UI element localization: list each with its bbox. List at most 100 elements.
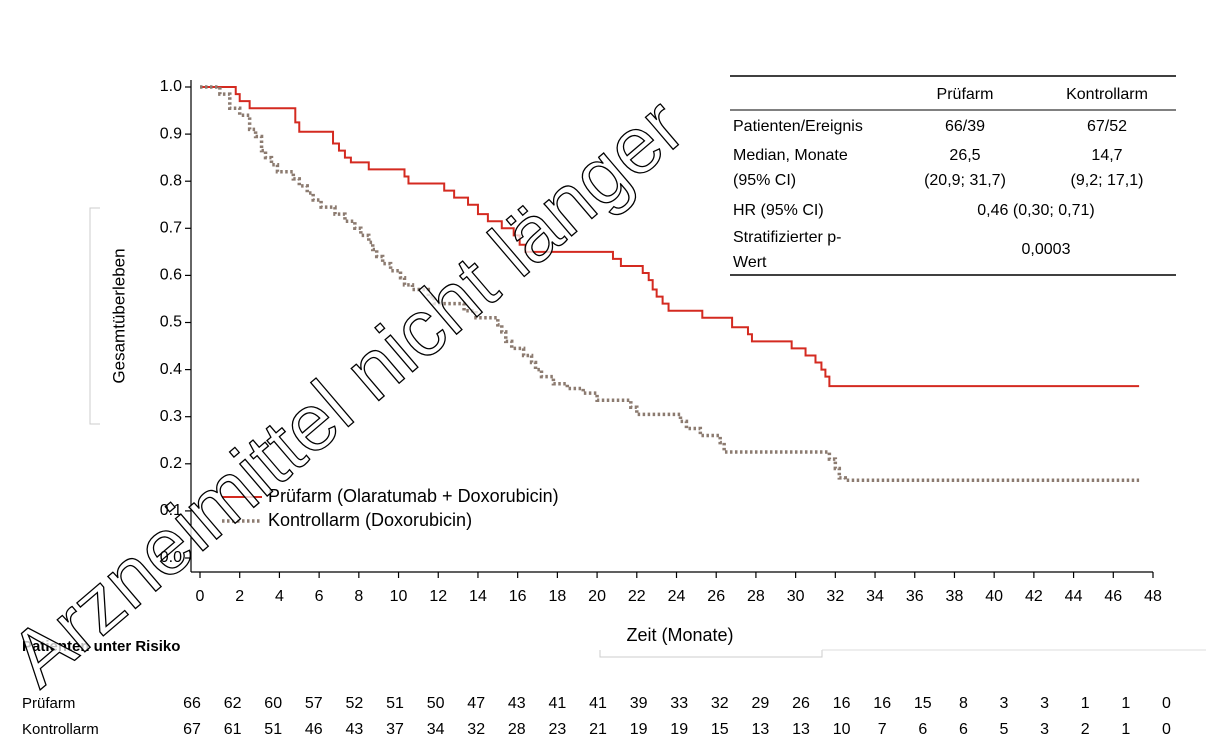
risk-value: 15 [711, 721, 729, 738]
risk-value: 6 [918, 721, 927, 738]
risk-value: 66 [183, 695, 201, 712]
x-tick-label: 16 [509, 588, 527, 605]
risk-value: 15 [914, 695, 932, 712]
y-tick-label: 0.2 [160, 455, 182, 472]
risk-value: 50 [427, 695, 445, 712]
risk-value: 32 [467, 721, 485, 738]
y-axis-label: Gesamtüberleben [109, 248, 128, 383]
x-tick-label: 46 [1104, 588, 1122, 605]
y-tick-label: 0.0 [160, 549, 182, 566]
risk-value: 6 [959, 721, 968, 738]
risk-value: 39 [630, 695, 648, 712]
y-tick-label: 0.7 [160, 220, 182, 237]
risk-value: 7 [878, 721, 887, 738]
risk-value: 16 [833, 695, 851, 712]
risk-value: 10 [833, 721, 851, 738]
x-tick-label: 38 [946, 588, 964, 605]
risk-value: 19 [630, 721, 648, 738]
row-label: Patienten/Ereignis [733, 118, 863, 135]
table-cell: (20,9; 31,7) [924, 172, 1006, 189]
y-tick-label: 0.5 [160, 314, 182, 331]
summary-table: Prüfarm Kontrollarm Patienten/Ereignis 6… [730, 75, 1176, 276]
risk-value: 1 [1121, 695, 1130, 712]
survival-curve [200, 86, 1140, 388]
risk-value: 29 [752, 695, 770, 712]
x-tick-label: 26 [707, 588, 725, 605]
risk-value: 0 [1162, 695, 1171, 712]
risk-row-label: Prüfarm [22, 695, 75, 712]
y-tick-label: 0.1 [160, 502, 182, 519]
risk-value: 3 [1040, 721, 1049, 738]
risk-value: 3 [1000, 695, 1009, 712]
risk-value: 28 [508, 721, 526, 738]
row-label: Stratifizierter p- [733, 229, 841, 246]
label-bracket [89, 207, 100, 425]
x-tick-label: 24 [668, 588, 686, 605]
risk-value: 1 [1081, 695, 1090, 712]
x-tick-label: 30 [787, 588, 805, 605]
table-cell: (9,2; 17,1) [1071, 172, 1144, 189]
x-tick-label: 34 [866, 588, 884, 605]
x-tick-label: 2 [235, 588, 244, 605]
legend-label: Kontrollarm (Doxorubicin) [268, 510, 472, 530]
x-tick-label: 0 [196, 588, 205, 605]
risk-value: 62 [224, 695, 242, 712]
table-header: Kontrollarm [1066, 86, 1148, 103]
risk-value: 16 [873, 695, 891, 712]
x-tick-label: 40 [985, 588, 1003, 605]
risk-value: 13 [752, 721, 770, 738]
table-cell: 67/52 [1087, 118, 1127, 135]
x-tick-label: 22 [628, 588, 646, 605]
risk-row-label: Kontrollarm [22, 721, 99, 738]
y-tick-label: 0.3 [160, 408, 182, 425]
table-header: Prüfarm [937, 86, 994, 103]
x-tick-label: 12 [429, 588, 447, 605]
risk-title: Patienten unter Risiko [22, 638, 180, 655]
y-tick-label: 0.8 [160, 172, 182, 189]
table-cell: 26,5 [949, 147, 980, 164]
y-tick-label: 0.6 [160, 267, 182, 284]
row-label: HR (95% CI) [733, 202, 824, 219]
risk-value: 19 [670, 721, 688, 738]
x-tick-label: 18 [548, 588, 566, 605]
row-label: (95% CI) [733, 172, 796, 189]
plot-area [200, 85, 1140, 483]
x-axis-label: Zeit (Monate) [626, 625, 733, 645]
risk-value: 1 [1121, 721, 1130, 738]
table-cell: 66/39 [945, 118, 985, 135]
x-tick-label: 36 [906, 588, 924, 605]
row-label: Wert [733, 254, 767, 271]
x-tick-label: 8 [354, 588, 363, 605]
risk-value: 41 [549, 695, 567, 712]
risk-value: 67 [183, 721, 201, 738]
legend-label: Prüfarm (Olaratumab + Doxorubicin) [268, 486, 559, 506]
risk-value: 32 [711, 695, 729, 712]
y-tick-label: 0.9 [160, 125, 182, 142]
risk-value: 37 [386, 721, 404, 738]
x-tick-label: 20 [588, 588, 606, 605]
risk-value: 51 [386, 695, 404, 712]
risk-value: 47 [467, 695, 485, 712]
table-cell: 0,46 (0,30; 0,71) [977, 202, 1094, 219]
risk-value: 52 [346, 695, 364, 712]
risk-value: 33 [670, 695, 688, 712]
risk-value: 5 [1000, 721, 1009, 738]
risk-table: Prüfarm 66 62 60 57 52 51 50 47 43 41 41 39 33 32 29 26 1… [22, 695, 1171, 738]
survival-curve [200, 85, 1140, 483]
x-tick-label: 10 [390, 588, 408, 605]
risk-value: 8 [959, 695, 968, 712]
risk-value: 2 [1081, 721, 1090, 738]
x-tick-label: 44 [1065, 588, 1083, 605]
risk-value: 26 [792, 695, 810, 712]
x-tick-label: 14 [469, 588, 487, 605]
x-tick-label: 32 [826, 588, 844, 605]
x-tick-label: 48 [1144, 588, 1162, 605]
risk-value: 41 [589, 695, 607, 712]
table-cell: 14,7 [1091, 147, 1122, 164]
risk-value: 3 [1040, 695, 1049, 712]
x-tick-label: 42 [1025, 588, 1043, 605]
x-tick-label: 28 [747, 588, 765, 605]
row-label: Median, Monate [733, 147, 848, 164]
x-tick-label: 4 [275, 588, 284, 605]
